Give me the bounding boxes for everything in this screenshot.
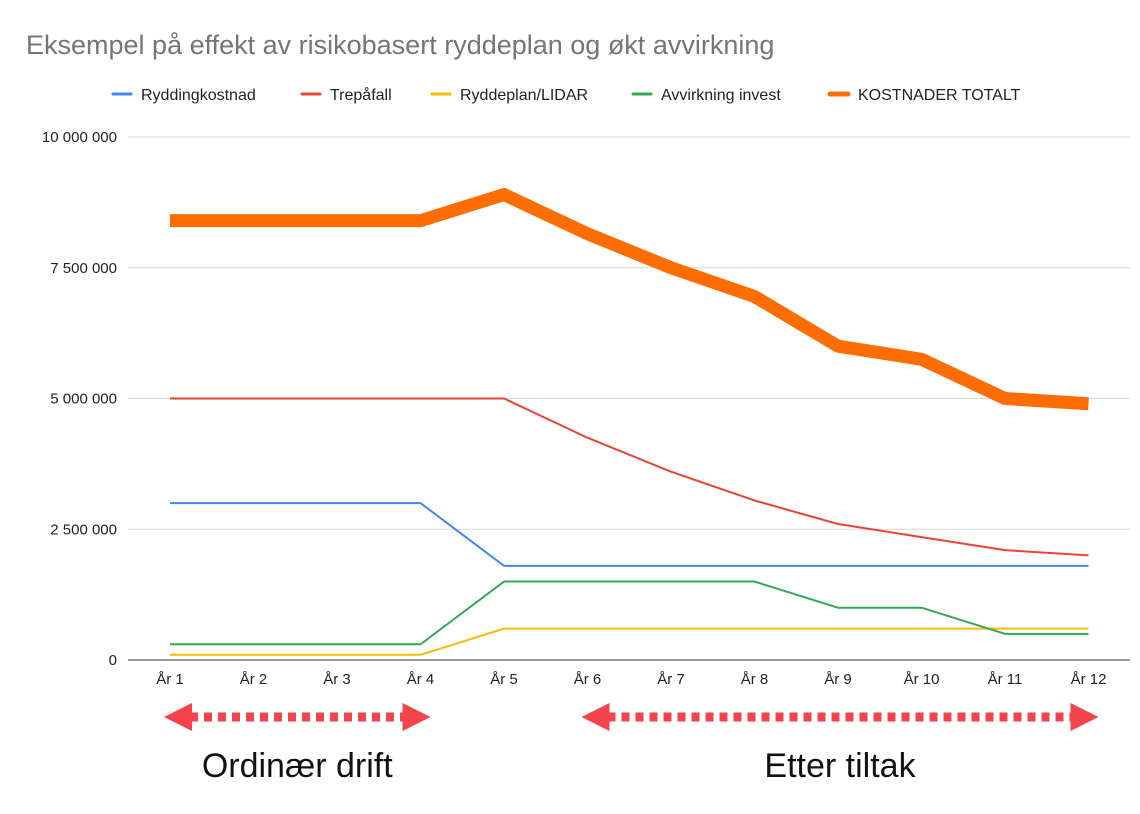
- x-tick-label: År 1: [156, 671, 184, 688]
- legend-label: Ryddingkostnad: [141, 87, 256, 104]
- period-label: Ordinær drift: [202, 747, 393, 785]
- x-tick-label: År 6: [574, 671, 602, 688]
- y-tick-label: 10 000 000: [42, 129, 117, 146]
- legend-label: Trepåfall: [330, 86, 392, 104]
- series-line-ryddingkostnad: [170, 502, 1089, 567]
- x-tick-label: År 12: [1071, 671, 1107, 688]
- y-tick-label: 7 500 000: [50, 260, 117, 277]
- x-tick-label: År 8: [741, 671, 769, 688]
- y-tick-label: 5 000 000: [50, 391, 117, 408]
- x-tick-label: År 11: [988, 671, 1023, 688]
- series-line-avvirkning-invest: [170, 580, 1089, 646]
- arrow-head-right: [1070, 703, 1099, 731]
- x-tick-label: År 9: [824, 671, 852, 688]
- series-lines: [170, 188, 1089, 656]
- x-tick-label: År 2: [240, 671, 268, 688]
- x-tick-label: År 10: [904, 671, 940, 688]
- series-line-ryddeplan-lidar: [170, 627, 1089, 656]
- chart-title: Eksempel på effekt av risikobasert rydde…: [26, 30, 774, 60]
- x-tick-label: År 7: [657, 671, 685, 688]
- period-annotations: Ordinær drift Etter tiltak: [164, 703, 1099, 785]
- legend-label: KOSTNADER TOTALT: [858, 87, 1021, 104]
- x-tick-label: År 5: [490, 671, 518, 688]
- arrow-head-left: [164, 703, 192, 731]
- series-line-kostnader-totalt: [170, 188, 1089, 411]
- arrow-head-right: [402, 703, 431, 731]
- legend-label: Ryddeplan/LIDAR: [460, 87, 588, 104]
- y-axis-ticks: 0 2 500 000 5 000 000 7 500 000 10 000 000: [42, 129, 117, 669]
- x-tick-label: År 4: [407, 671, 435, 688]
- x-axis-ticks: År 1 År 2 År 3 År 4 År 5 År 6 År 7 År 8 År 9 År 1…: [156, 671, 1106, 688]
- period-arrow: [164, 703, 431, 731]
- series-line-trep-fall: [170, 397, 1089, 557]
- x-tick-label: År 3: [323, 671, 351, 688]
- period-arrow: [581, 703, 1099, 731]
- y-tick-label: 0: [109, 652, 117, 669]
- y-tick-label: 2 500 000: [50, 521, 117, 538]
- period-label: Etter tiltak: [764, 747, 916, 785]
- legend-label: Avvirkning invest: [661, 87, 781, 104]
- legend: Ryddingkostnad Trepåfall Ryddeplan/LIDAR Av…: [111, 86, 1021, 104]
- arrow-head-left: [581, 703, 610, 731]
